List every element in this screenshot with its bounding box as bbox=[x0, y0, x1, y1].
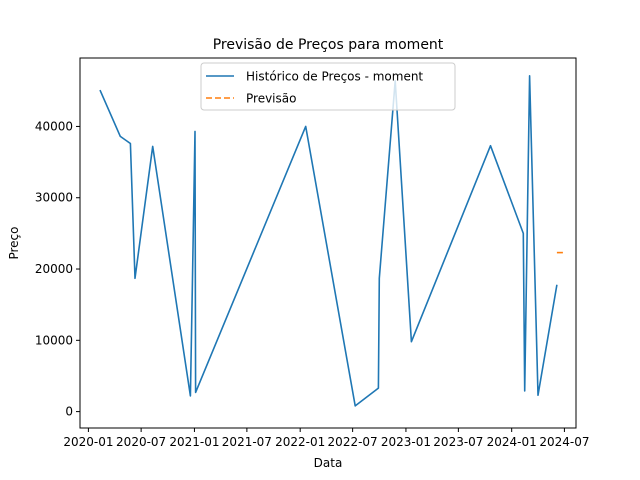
x-axis-label: Data bbox=[314, 456, 343, 470]
legend: Histórico de Preços - moment Previsão bbox=[200, 62, 456, 111]
x-tick-label: 2021-01 bbox=[169, 435, 219, 449]
y-tick-label: 0 bbox=[65, 405, 73, 419]
y-tick-label: 20000 bbox=[35, 262, 73, 276]
y-tick-label: 40000 bbox=[35, 119, 73, 133]
x-tick-label: 2022-01 bbox=[275, 435, 325, 449]
y-axis: 0 10000 20000 30000 40000 bbox=[35, 119, 80, 419]
x-tick-label: 2024-01 bbox=[487, 435, 537, 449]
legend-label-previsao: Previsão bbox=[246, 92, 296, 106]
x-tick-label: 2024-07 bbox=[539, 435, 589, 449]
legend-label-historico: Histórico de Preços - moment bbox=[246, 70, 423, 84]
x-tick-label: 2023-07 bbox=[433, 435, 483, 449]
x-axis: 2020-01 2020-07 2021-01 2021-07 2022-01 2022-… bbox=[63, 428, 589, 449]
x-tick-label: 2020-07 bbox=[116, 435, 166, 449]
x-tick-label: 2020-01 bbox=[63, 435, 113, 449]
x-tick-label: 2021-07 bbox=[222, 435, 272, 449]
chart-title: Previsão de Preços para moment bbox=[213, 37, 444, 53]
y-tick-label: 30000 bbox=[35, 191, 73, 205]
y-axis-label: Preço bbox=[7, 226, 21, 259]
legend-box bbox=[200, 62, 456, 111]
x-tick-label: 2022-07 bbox=[328, 435, 378, 449]
series-layer bbox=[99, 75, 565, 407]
x-tick-label: 2023-01 bbox=[381, 435, 431, 449]
y-tick-label: 10000 bbox=[35, 333, 73, 347]
series-line-0 bbox=[99, 75, 558, 407]
plot-frame bbox=[79, 57, 577, 429]
